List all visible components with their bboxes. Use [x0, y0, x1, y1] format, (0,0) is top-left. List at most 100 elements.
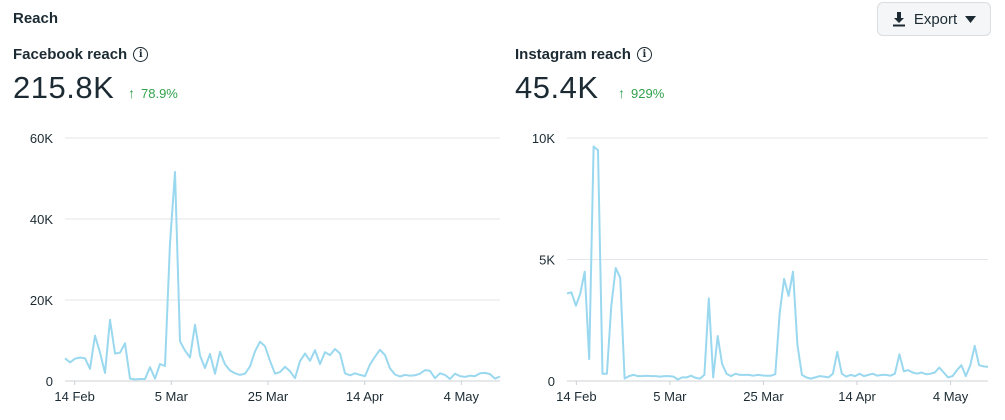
- data-point[interactable]: [107, 317, 113, 323]
- data-point[interactable]: [252, 348, 258, 354]
- data-point[interactable]: [242, 371, 248, 377]
- data-point[interactable]: [67, 359, 73, 365]
- data-point[interactable]: [127, 376, 133, 382]
- info-icon[interactable]: i: [133, 47, 149, 62]
- data-point[interactable]: [936, 365, 942, 371]
- data-point[interactable]: [790, 269, 796, 275]
- data-point[interactable]: [701, 372, 707, 378]
- data-point[interactable]: [367, 361, 373, 367]
- data-point[interactable]: [613, 265, 619, 271]
- data-point[interactable]: [896, 351, 902, 357]
- data-point[interactable]: [963, 373, 969, 379]
- data-point[interactable]: [172, 169, 178, 175]
- data-point[interactable]: [142, 376, 148, 382]
- data-point[interactable]: [457, 373, 463, 379]
- data-point[interactable]: [262, 343, 268, 349]
- data-point[interactable]: [282, 364, 288, 370]
- data-point[interactable]: [72, 356, 78, 362]
- data-point[interactable]: [462, 374, 468, 380]
- data-point[interactable]: [377, 347, 383, 353]
- data-point[interactable]: [487, 371, 493, 377]
- data-point[interactable]: [327, 352, 333, 358]
- data-point[interactable]: [307, 358, 313, 364]
- data-point[interactable]: [357, 372, 363, 378]
- data-point[interactable]: [706, 295, 712, 301]
- data-point[interactable]: [212, 371, 218, 377]
- data-point[interactable]: [715, 333, 721, 339]
- data-point[interactable]: [197, 352, 203, 358]
- info-icon[interactable]: i: [636, 47, 652, 62]
- data-point[interactable]: [941, 369, 947, 375]
- data-point[interactable]: [442, 372, 448, 378]
- data-point[interactable]: [582, 269, 588, 275]
- data-point[interactable]: [267, 358, 273, 364]
- data-point[interactable]: [950, 373, 956, 379]
- data-point[interactable]: [207, 351, 213, 357]
- data-point[interactable]: [337, 350, 343, 356]
- data-point[interactable]: [97, 350, 103, 356]
- data-point[interactable]: [781, 276, 787, 282]
- data-point[interactable]: [162, 363, 168, 369]
- data-point[interactable]: [297, 358, 303, 364]
- data-point[interactable]: [604, 371, 610, 377]
- data-point[interactable]: [77, 355, 83, 361]
- data-point[interactable]: [608, 303, 614, 309]
- data-point[interactable]: [62, 355, 68, 361]
- data-point[interactable]: [972, 343, 978, 349]
- data-point[interactable]: [362, 373, 368, 379]
- data-point[interactable]: [447, 376, 453, 382]
- data-point[interactable]: [777, 310, 783, 316]
- data-point[interactable]: [202, 365, 208, 371]
- data-point[interactable]: [794, 342, 800, 348]
- data-point[interactable]: [382, 352, 388, 358]
- data-point[interactable]: [287, 368, 293, 374]
- data-point[interactable]: [87, 366, 93, 372]
- export-button[interactable]: Export: [877, 2, 991, 36]
- data-point[interactable]: [568, 289, 574, 295]
- data-point[interactable]: [586, 356, 592, 362]
- data-point[interactable]: [302, 350, 308, 356]
- data-point[interactable]: [892, 371, 898, 377]
- data-point[interactable]: [786, 293, 792, 299]
- data-point[interactable]: [402, 372, 408, 378]
- data-point[interactable]: [82, 355, 88, 361]
- data-point[interactable]: [152, 376, 158, 382]
- data-point[interactable]: [577, 291, 583, 297]
- data-point[interactable]: [573, 303, 579, 309]
- data-point[interactable]: [112, 350, 118, 356]
- data-point[interactable]: [192, 322, 198, 328]
- data-point[interactable]: [772, 371, 778, 377]
- data-point[interactable]: [372, 354, 378, 360]
- data-point[interactable]: [237, 372, 243, 378]
- data-point[interactable]: [317, 361, 323, 367]
- data-point[interactable]: [719, 361, 725, 367]
- data-point[interactable]: [710, 374, 716, 380]
- data-point[interactable]: [102, 370, 108, 376]
- data-point[interactable]: [830, 371, 836, 377]
- data-point[interactable]: [427, 368, 433, 374]
- data-point[interactable]: [985, 364, 991, 370]
- data-point[interactable]: [277, 369, 283, 375]
- data-point[interactable]: [92, 333, 98, 339]
- data-point[interactable]: [954, 367, 960, 373]
- data-point[interactable]: [387, 365, 393, 371]
- data-point[interactable]: [292, 375, 298, 381]
- data-point[interactable]: [177, 338, 183, 344]
- data-point[interactable]: [147, 364, 153, 370]
- data-point[interactable]: [617, 275, 623, 281]
- data-point[interactable]: [595, 147, 601, 153]
- data-point[interactable]: [122, 340, 128, 346]
- data-point[interactable]: [432, 375, 438, 381]
- data-point[interactable]: [222, 361, 228, 367]
- data-point[interactable]: [967, 362, 973, 368]
- data-point[interactable]: [417, 371, 423, 377]
- data-point[interactable]: [958, 362, 964, 368]
- data-point[interactable]: [834, 349, 840, 355]
- data-point[interactable]: [167, 240, 173, 246]
- data-point[interactable]: [247, 363, 253, 369]
- data-point[interactable]: [482, 370, 488, 376]
- data-point[interactable]: [117, 350, 123, 356]
- data-point[interactable]: [187, 355, 193, 361]
- data-point[interactable]: [257, 339, 263, 345]
- data-point[interactable]: [332, 346, 338, 352]
